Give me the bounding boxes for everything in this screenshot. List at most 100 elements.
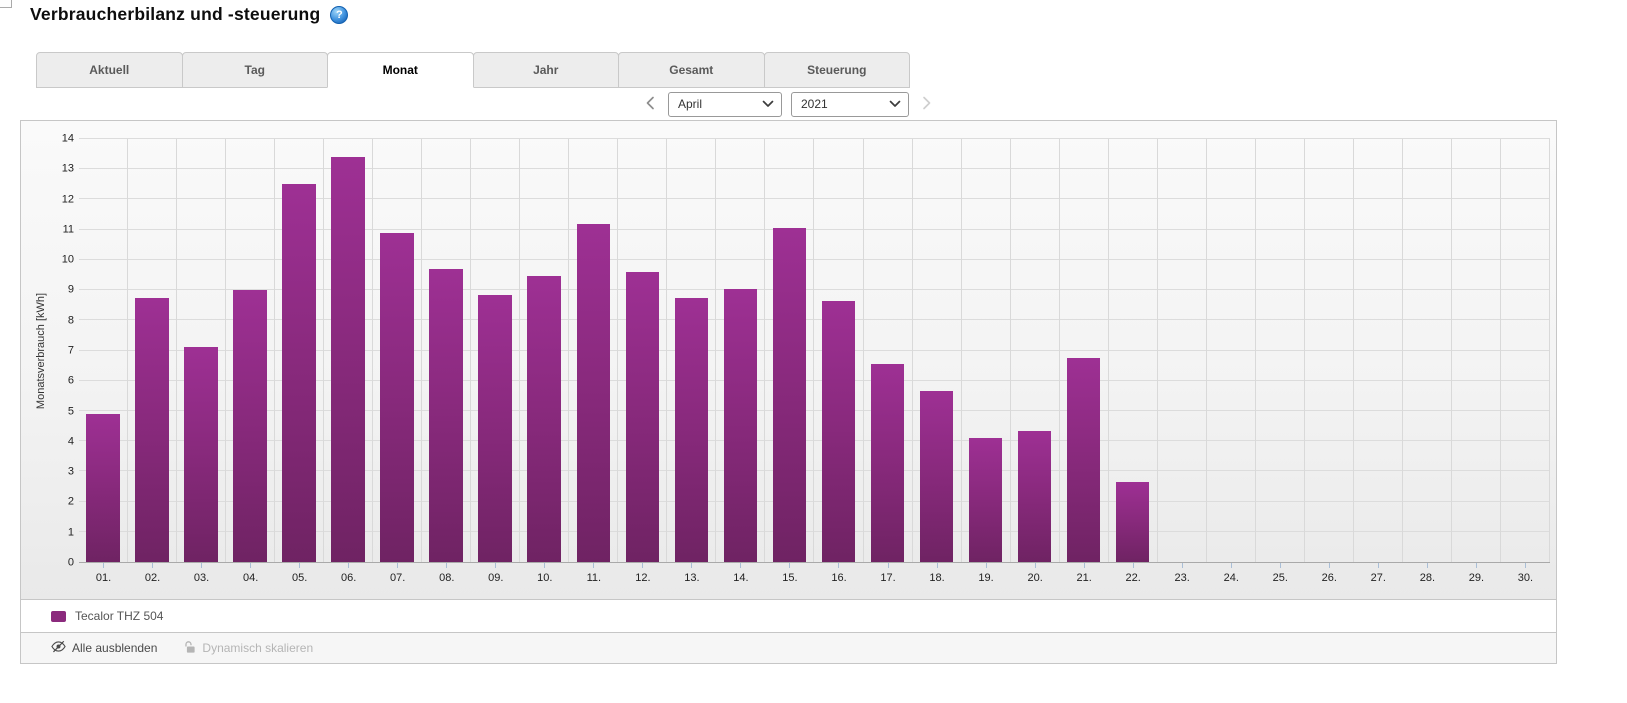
gridline-horizontal bbox=[79, 138, 1550, 139]
y-tick-label: 4 bbox=[67, 435, 74, 448]
x-tick-cell: 22. bbox=[1109, 563, 1158, 584]
bar-slot-day-20 bbox=[1011, 139, 1060, 562]
x-tick-cell: 11. bbox=[569, 563, 618, 584]
x-tick-label: 10. bbox=[537, 572, 553, 584]
x-tick-mark bbox=[348, 563, 350, 568]
x-tick-label: 25. bbox=[1272, 572, 1288, 584]
bar-slot-day-05 bbox=[275, 139, 325, 562]
x-tick-label: 02. bbox=[144, 572, 161, 584]
x-tick-label: 23. bbox=[1174, 572, 1190, 584]
y-tick-label: 1 bbox=[67, 526, 74, 539]
titlebar: Verbraucherbilanz und -steuerung ? bbox=[0, 0, 1627, 25]
tab-aktuell[interactable]: Aktuell bbox=[36, 52, 183, 88]
page-title: Verbraucherbilanz und -steuerung bbox=[30, 4, 321, 24]
y-tick-label: 14 bbox=[61, 132, 74, 145]
x-tick-mark bbox=[887, 563, 889, 568]
bar-slot-day-14 bbox=[716, 139, 766, 562]
y-tick-label: 5 bbox=[67, 405, 74, 418]
gridline-horizontal bbox=[79, 379, 1550, 381]
bar-day-03 bbox=[184, 347, 218, 562]
x-tick-mark bbox=[397, 563, 399, 568]
x-tick-mark bbox=[838, 563, 840, 568]
y-tick-label: 7 bbox=[67, 344, 74, 357]
x-tick-cell: 26. bbox=[1305, 563, 1354, 584]
tab-steuerung[interactable]: Steuerung bbox=[763, 52, 910, 88]
x-tick-mark bbox=[1328, 563, 1330, 568]
x-tick-label: 01. bbox=[95, 572, 112, 584]
bar-day-01 bbox=[86, 413, 120, 562]
gridline-horizontal bbox=[79, 530, 1550, 532]
next-month-button[interactable] bbox=[918, 92, 936, 117]
x-tick-label: 21. bbox=[1076, 572, 1092, 584]
tab-strip: Aktuell Tag Monat Jahr Gesamt Steuerung bbox=[36, 52, 910, 88]
bar-slot-day-13 bbox=[667, 139, 717, 562]
gridline-horizontal bbox=[79, 198, 1550, 200]
x-tick-mark bbox=[1034, 563, 1036, 568]
bar-slot-day-30 bbox=[1501, 139, 1550, 562]
bar-day-08 bbox=[429, 268, 464, 562]
plot-column: 01. 02. 03. 04. 05. 06. 07. 08. 09. 10. 11. 12. 13. 1… bbox=[79, 138, 1550, 584]
bar-slot-day-09 bbox=[471, 139, 521, 562]
year-select[interactable]: 2021 bbox=[791, 91, 909, 117]
y-tick-label: 13 bbox=[61, 162, 74, 175]
legend-item-tecalor[interactable]: Tecalor THZ 504 bbox=[21, 599, 1556, 632]
x-tick-cell: 13. bbox=[667, 563, 716, 584]
x-tick-label: 18. bbox=[929, 572, 945, 584]
dynamic-scale-button[interactable]: Dynamisch skalieren bbox=[183, 640, 313, 657]
x-tick-mark bbox=[1524, 563, 1526, 568]
bar-slot-day-02 bbox=[128, 139, 178, 562]
x-tick-mark bbox=[740, 563, 742, 568]
x-tick-label: 11. bbox=[586, 572, 602, 584]
bar-slot-day-12 bbox=[618, 139, 668, 562]
bar-day-02 bbox=[135, 297, 169, 562]
x-tick-label: 09. bbox=[488, 572, 504, 584]
x-tick-cell: 05. bbox=[275, 563, 324, 584]
x-tick-label: 03. bbox=[193, 572, 210, 584]
x-tick-cell: 07. bbox=[373, 563, 422, 584]
help-icon[interactable]: ? bbox=[330, 5, 349, 24]
x-tick-cell: 02. bbox=[128, 563, 177, 584]
eye-slash-icon bbox=[51, 639, 66, 657]
x-tick-cell: 21. bbox=[1060, 563, 1109, 584]
x-tick-cell: 03. bbox=[177, 563, 226, 584]
bar-slot-day-24 bbox=[1207, 139, 1256, 562]
tab-jahr[interactable]: Jahr bbox=[472, 52, 619, 88]
x-tick-mark bbox=[1230, 563, 1232, 568]
y-tick-label: 9 bbox=[67, 283, 74, 296]
chart-panel: Monatsverbrauch [kWh] 0 1 2 3 4 5 6 7 8 9 10 11 12 13… bbox=[20, 120, 1557, 664]
x-tick-cell: 16. bbox=[814, 563, 863, 584]
y-tick-label: 3 bbox=[67, 465, 74, 478]
x-tick-label: 04. bbox=[242, 572, 259, 584]
x-tick-label: 24. bbox=[1223, 572, 1239, 584]
chevron-right-icon bbox=[920, 94, 934, 115]
plot-area bbox=[79, 138, 1550, 563]
x-tick-mark bbox=[1279, 563, 1281, 568]
unlock-icon bbox=[183, 640, 196, 657]
bar-slot-day-01 bbox=[79, 139, 129, 562]
x-tick-label: 12. bbox=[635, 572, 651, 584]
tab-gesamt[interactable]: Gesamt bbox=[618, 52, 765, 88]
tab-monat[interactable]: Monat bbox=[327, 52, 474, 88]
bar-day-12 bbox=[625, 271, 660, 562]
x-tick-cell: 19. bbox=[962, 563, 1011, 584]
x-tick-label: 28. bbox=[1419, 572, 1435, 584]
hide-all-button[interactable]: Alle ausblenden bbox=[51, 639, 157, 657]
bar-slot-day-08 bbox=[422, 139, 472, 562]
x-axis-labels: 01. 02. 03. 04. 05. 06. 07. 08. 09. 10. 11. 12. 13. 1… bbox=[79, 563, 1550, 584]
x-tick-cell: 14. bbox=[716, 563, 765, 584]
bar-slot-day-06 bbox=[324, 139, 374, 562]
gridline-horizontal bbox=[79, 168, 1550, 170]
month-select[interactable]: April bbox=[668, 91, 782, 117]
prev-month-button[interactable] bbox=[641, 92, 659, 117]
x-tick-cell: 04. bbox=[226, 563, 275, 584]
x-tick-mark bbox=[446, 563, 448, 568]
bar-slot-day-21 bbox=[1060, 139, 1109, 562]
bar-slot-day-18 bbox=[913, 139, 962, 562]
x-tick-mark bbox=[299, 563, 301, 568]
chart-footer: Alle ausblenden Dynamisch skalieren bbox=[21, 632, 1556, 663]
x-tick-mark bbox=[1181, 563, 1183, 568]
y-tick-label: 11 bbox=[62, 223, 74, 236]
x-tick-mark bbox=[691, 563, 693, 568]
tab-tag[interactable]: Tag bbox=[181, 52, 328, 88]
bar-slot-day-23 bbox=[1158, 139, 1207, 562]
